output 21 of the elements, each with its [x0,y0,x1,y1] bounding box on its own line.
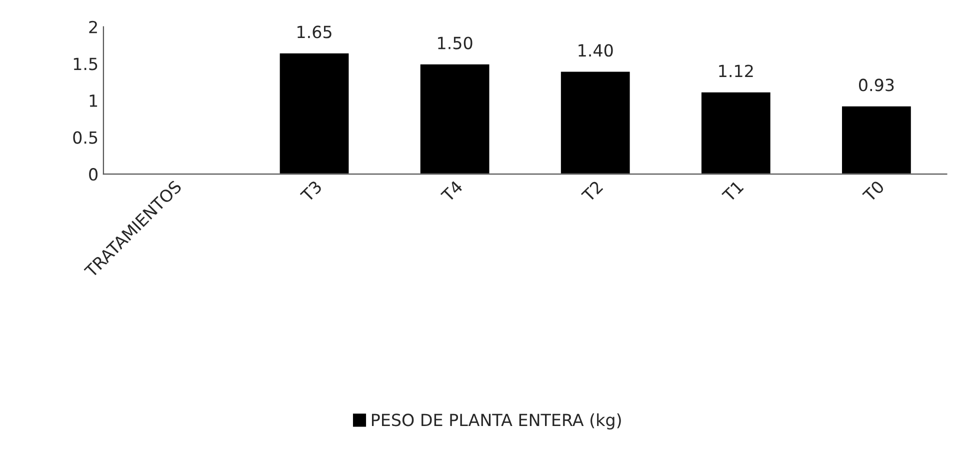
data-label: 1.12 [719,64,753,78]
bar [560,70,632,174]
bar [840,104,912,174]
data-label: 1.50 [438,36,472,50]
bar [278,52,350,174]
bar [418,62,491,174]
y-tick-label: 0.5 [73,131,98,144]
data-label: 0.93 [858,78,894,92]
x-tick-label: T2 [580,180,604,203]
bar [700,90,772,174]
data-label: 1.40 [578,44,613,57]
data-label: 1.65 [298,26,332,38]
y-tick-label: 2 [89,20,97,34]
y-tick-label: 1 [90,94,98,107]
x-tick-label: T0 [862,180,885,203]
y-tick-label: 1.5 [74,58,98,70]
x-tick-label: T4 [440,180,464,203]
y-tick-label: 0 [89,168,98,181]
x-tick-label: T3 [300,180,322,203]
x-tick-label: T1 [722,180,744,203]
legend-label: PESO DE PLANTA ENTERA (kg) [372,413,621,430]
